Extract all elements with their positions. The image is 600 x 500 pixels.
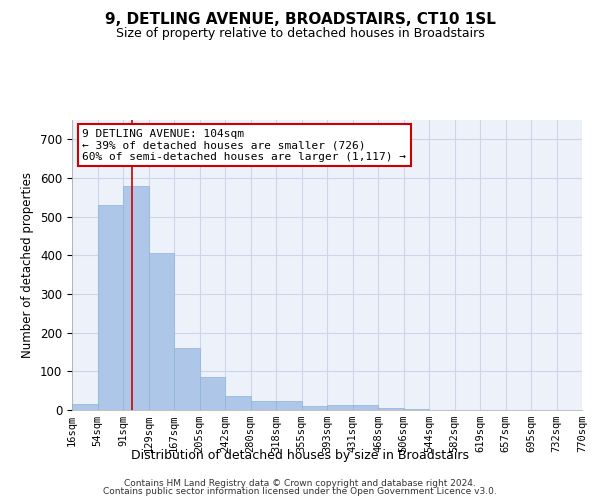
Bar	[276, 402, 302, 410]
Y-axis label: Number of detached properties: Number of detached properties	[22, 172, 34, 358]
Bar	[404, 409, 429, 410]
Bar	[378, 408, 404, 410]
Text: 9 DETLING AVENUE: 104sqm
← 39% of detached houses are smaller (726)
60% of semi-: 9 DETLING AVENUE: 104sqm ← 39% of detach…	[82, 128, 406, 162]
Bar	[199, 377, 225, 410]
Text: Size of property relative to detached houses in Broadstairs: Size of property relative to detached ho…	[116, 28, 484, 40]
Text: Contains public sector information licensed under the Open Government Licence v3: Contains public sector information licen…	[103, 487, 497, 496]
Bar	[72, 404, 97, 410]
Bar	[149, 254, 174, 410]
Bar	[327, 406, 353, 410]
Text: 9, DETLING AVENUE, BROADSTAIRS, CT10 1SL: 9, DETLING AVENUE, BROADSTAIRS, CT10 1SL	[104, 12, 496, 28]
Bar	[302, 406, 327, 410]
Text: Contains HM Land Registry data © Crown copyright and database right 2024.: Contains HM Land Registry data © Crown c…	[124, 478, 476, 488]
Bar	[251, 402, 276, 410]
Bar	[174, 348, 199, 410]
Bar	[353, 406, 378, 410]
Bar	[97, 205, 123, 410]
Text: Distribution of detached houses by size in Broadstairs: Distribution of detached houses by size …	[131, 448, 469, 462]
Bar	[123, 186, 149, 410]
Bar	[225, 396, 251, 410]
